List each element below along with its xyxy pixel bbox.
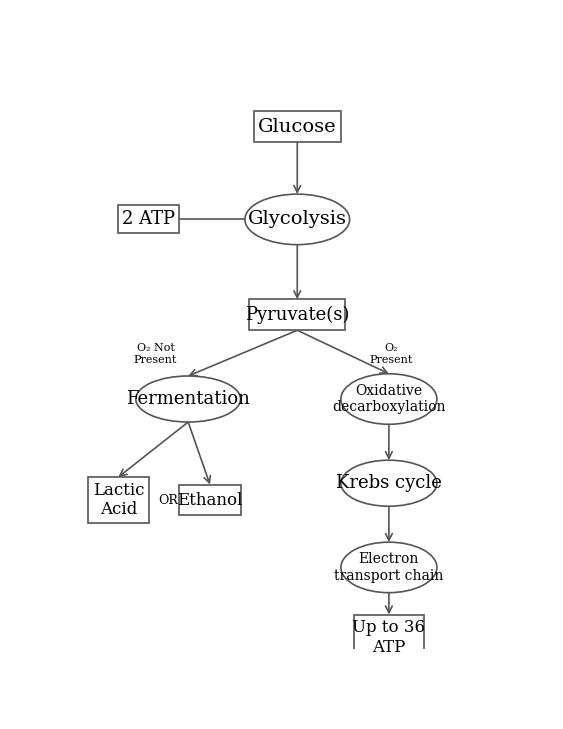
Text: Krebs cycle: Krebs cycle <box>336 475 442 492</box>
FancyBboxPatch shape <box>180 485 240 515</box>
Ellipse shape <box>341 460 437 506</box>
Text: O₂
Present: O₂ Present <box>369 343 413 365</box>
Ellipse shape <box>341 542 437 593</box>
Text: Electron
transport chain: Electron transport chain <box>334 553 444 582</box>
Ellipse shape <box>341 374 437 424</box>
Text: Oxidative
decarboxylation: Oxidative decarboxylation <box>332 384 446 414</box>
Text: Ethanol: Ethanol <box>177 491 243 509</box>
Text: Lactic
Acid: Lactic Acid <box>93 482 144 518</box>
FancyBboxPatch shape <box>249 300 345 330</box>
FancyBboxPatch shape <box>354 615 424 660</box>
Ellipse shape <box>245 194 350 245</box>
FancyBboxPatch shape <box>88 477 149 523</box>
Text: OR: OR <box>159 494 178 507</box>
FancyBboxPatch shape <box>254 112 341 142</box>
Text: Glucose: Glucose <box>258 118 337 136</box>
Text: Fermentation: Fermentation <box>126 390 250 408</box>
Text: O₂ Not
Present: O₂ Not Present <box>134 343 177 365</box>
Text: 2 ATP: 2 ATP <box>122 211 176 228</box>
Text: Glycolysis: Glycolysis <box>248 211 347 228</box>
Text: Up to 36
ATP: Up to 36 ATP <box>352 619 426 656</box>
Ellipse shape <box>136 376 240 422</box>
Text: Pyruvate(s): Pyruvate(s) <box>245 305 350 324</box>
FancyBboxPatch shape <box>118 206 180 233</box>
